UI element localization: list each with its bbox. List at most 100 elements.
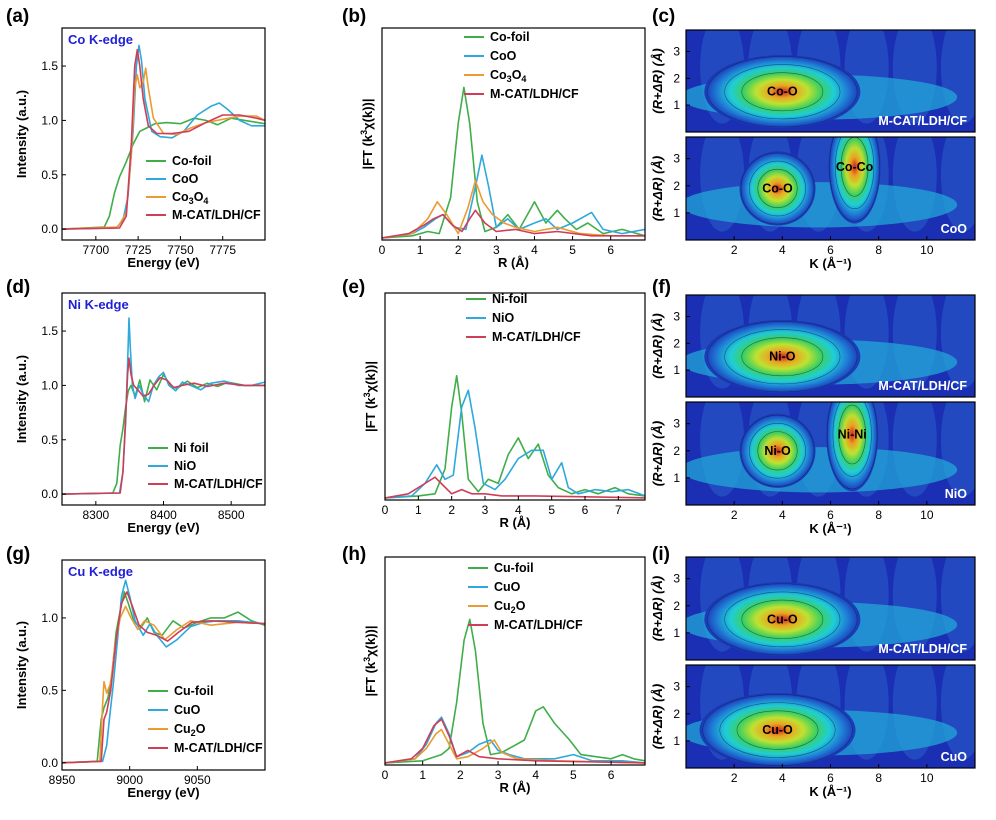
y-axis-label: |FT (k3​χ(k))|	[362, 625, 378, 696]
plot-frame	[61, 292, 266, 506]
legend-entry: CoO	[490, 49, 517, 63]
contour-line	[740, 414, 815, 487]
x-tick-label: 3	[495, 768, 502, 782]
peak-blob	[699, 692, 856, 768]
y-tick-label: 2	[673, 444, 680, 458]
y-tick-label: 2	[673, 336, 680, 350]
contour-line	[702, 694, 853, 766]
y-tick-label: 1.5	[41, 59, 58, 73]
legend-entry: Co-foil	[490, 30, 530, 44]
x-tick-label: 9050	[184, 773, 211, 787]
map-frame	[685, 294, 976, 398]
panel-d: (d) 8300 8400 8500 0.0 0.5 1.0 1.5 Energy (eV) In…	[6, 277, 266, 535]
y-axis-label: Intensity (a.u.)	[14, 90, 29, 178]
panel-label: (a)	[6, 6, 29, 27]
panel-label: (g)	[6, 544, 30, 565]
series-line-orange	[62, 67, 265, 230]
panel-label: (c)	[652, 6, 675, 27]
y-tick-label: 3	[673, 572, 680, 586]
y-axis-label: (R+ΔR) (Å)	[650, 684, 665, 749]
peak-label: Cu-O	[762, 723, 793, 737]
peak-label: Ni-Ni	[838, 428, 867, 442]
x-tick-label: 7725	[125, 243, 152, 257]
peak-label: Ni-O	[764, 444, 791, 458]
map-frame	[685, 556, 976, 661]
y-tick-label: 2	[673, 179, 680, 193]
x-tick-label: 2	[448, 503, 455, 517]
x-axis-label: K (Å⁻¹)	[809, 521, 851, 536]
x-axis-label: R (Å)	[499, 780, 530, 795]
x-tick-label: 6	[827, 508, 834, 522]
panel-label: (b)	[342, 6, 366, 27]
legend-entry: NiO	[492, 311, 515, 325]
x-tick-label: 10	[920, 771, 934, 785]
panel-e: (e) 0 1 2 3 4 5 6 7 R (Å) |FT (k3​χ(k))| Ni-foil NiO…	[342, 277, 646, 530]
x-tick-label: 6	[608, 768, 615, 782]
contour-line	[736, 710, 819, 750]
panel-f: (f) Ni-O M-CAT/LDH/CF 1 2 3 (R+ΔR) (Å) Ni-O Ni-N…	[650, 277, 976, 536]
wavelet-map: Ni-O M-CAT/LDH/CF 1 2 3 (R+ΔR) (Å)	[650, 294, 976, 398]
panel-label: (i)	[652, 544, 670, 565]
x-tick-label: 5	[569, 243, 576, 257]
peak-blob	[704, 55, 861, 129]
legend-entry: Co3​O4​	[490, 68, 526, 84]
x-tick-label: 2	[455, 243, 462, 257]
series-line-red	[385, 476, 645, 499]
x-tick-label: 0	[382, 503, 389, 517]
y-tick-label: 1	[673, 98, 680, 112]
series-line-red	[385, 718, 645, 764]
x-tick-label: 0	[379, 243, 386, 257]
x-tick-label: 8	[875, 771, 882, 785]
series-line-green	[62, 373, 265, 495]
wavelet-map: Cu-O CuO 1 2 3 (R+ΔR) (Å) 2 4 6 8 10 K (Å⁻¹)	[650, 664, 976, 799]
sample-label: CuO	[941, 750, 968, 764]
map-body: Ni-O Ni-Ni	[686, 402, 975, 505]
map-body: Co-O	[686, 30, 975, 132]
x-tick-label: 7700	[82, 243, 109, 257]
plot-frame	[61, 27, 266, 241]
y-axis-label: (R+ΔR) (Å)	[650, 48, 665, 113]
sample-label: NiO	[945, 487, 968, 501]
panel-label: (h)	[342, 544, 366, 565]
x-tick-label: 5	[570, 768, 577, 782]
ripple	[940, 137, 975, 232]
panel-i: (i) Cu-O M-CAT/LDH/CF 1 2 3 (R+ΔR) (Å) Cu-O CuO 1…	[650, 544, 976, 799]
contour-line	[829, 137, 880, 222]
series-line-red	[62, 48, 265, 230]
legend-entry: M-CAT/LDH/CF	[492, 330, 581, 344]
legend-entry: CoO	[172, 172, 199, 186]
y-tick-label: 3	[673, 680, 680, 694]
series-line-orange	[62, 605, 265, 764]
y-tick-label: 1	[673, 363, 680, 377]
x-tick-label: 3	[493, 243, 500, 257]
y-tick-label: 1	[673, 471, 680, 485]
peak-blob	[739, 151, 816, 226]
ripple	[940, 295, 975, 389]
contour-line	[835, 137, 875, 210]
x-tick-label: 2	[731, 243, 738, 257]
series-group	[382, 86, 645, 239]
y-axis-label: |FT (k3​χ(k))|	[362, 361, 378, 432]
series-line-green	[385, 375, 645, 499]
x-tick-label: 1	[415, 503, 422, 517]
series-line-red	[382, 209, 645, 239]
contour-line	[707, 56, 858, 128]
x-tick-label: 1	[417, 243, 424, 257]
y-tick-label: 3	[673, 152, 680, 166]
plot-frame	[61, 559, 266, 771]
x-tick-label: 1	[419, 768, 426, 782]
x-tick-label: 4	[779, 243, 786, 257]
panel-a: (a) 7700 7725 7750 7775 0.0 0.5 1.0 1.5 Energy (e…	[6, 6, 266, 270]
y-axis-label: Intensity (a.u.)	[14, 355, 29, 443]
x-tick-label: 2	[457, 768, 464, 782]
ripple	[940, 30, 975, 124]
legend-entry: Cu2​O	[494, 599, 526, 615]
x-tick-label: 7750	[167, 243, 194, 257]
contour-line	[757, 168, 798, 209]
x-tick-label: 10	[920, 508, 934, 522]
x-tick-label: 10	[920, 243, 934, 257]
panel-label: (d)	[6, 277, 30, 298]
x-tick-label: 0	[382, 768, 389, 782]
series-group	[62, 579, 265, 764]
